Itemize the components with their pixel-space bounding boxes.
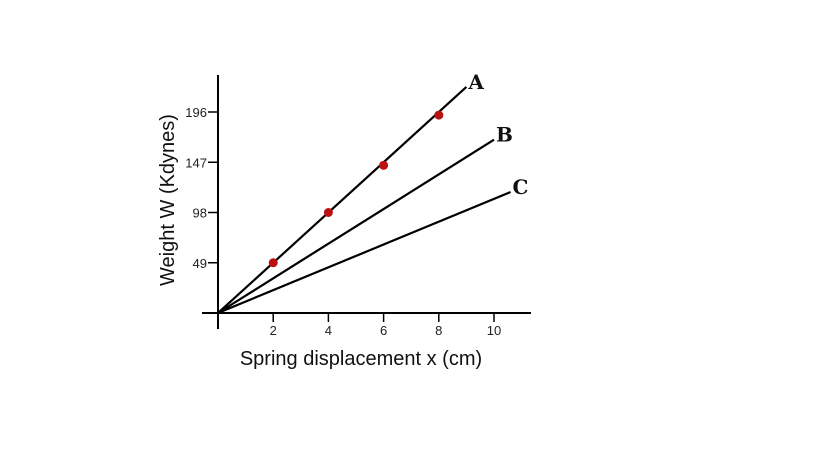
data-point [379, 160, 389, 170]
series-label-a: A [467, 70, 484, 94]
x-tick-label: 4 [325, 323, 332, 338]
series-label-c: C [513, 175, 529, 199]
series-label-b: B [496, 123, 513, 147]
x-tick-label: 2 [270, 323, 277, 338]
series-lines [217, 86, 511, 315]
y-tick-label: 49 [193, 256, 207, 271]
data-points [268, 110, 444, 268]
data-point [434, 110, 444, 120]
series-line-a [217, 86, 468, 314]
y-tick-label: 98 [193, 206, 207, 221]
ticks: 2 4 6 8 10 49 98 147 196 [185, 105, 501, 338]
data-point [323, 208, 333, 218]
x-tick-label: 6 [380, 323, 387, 338]
y-axis-label: Weight W (Kdynes) [157, 114, 179, 286]
data-point [268, 258, 278, 268]
x-tick-label: 8 [435, 323, 442, 338]
y-tick-label: 196 [185, 105, 207, 120]
x-axis-label: Spring displacement x (cm) [240, 348, 482, 370]
labels: A B C [467, 70, 528, 199]
axes [202, 75, 531, 329]
x-tick-label: 10 [487, 323, 501, 338]
series-line-c [217, 190, 511, 315]
y-tick-label: 147 [185, 155, 207, 170]
series-line-b [217, 138, 495, 314]
